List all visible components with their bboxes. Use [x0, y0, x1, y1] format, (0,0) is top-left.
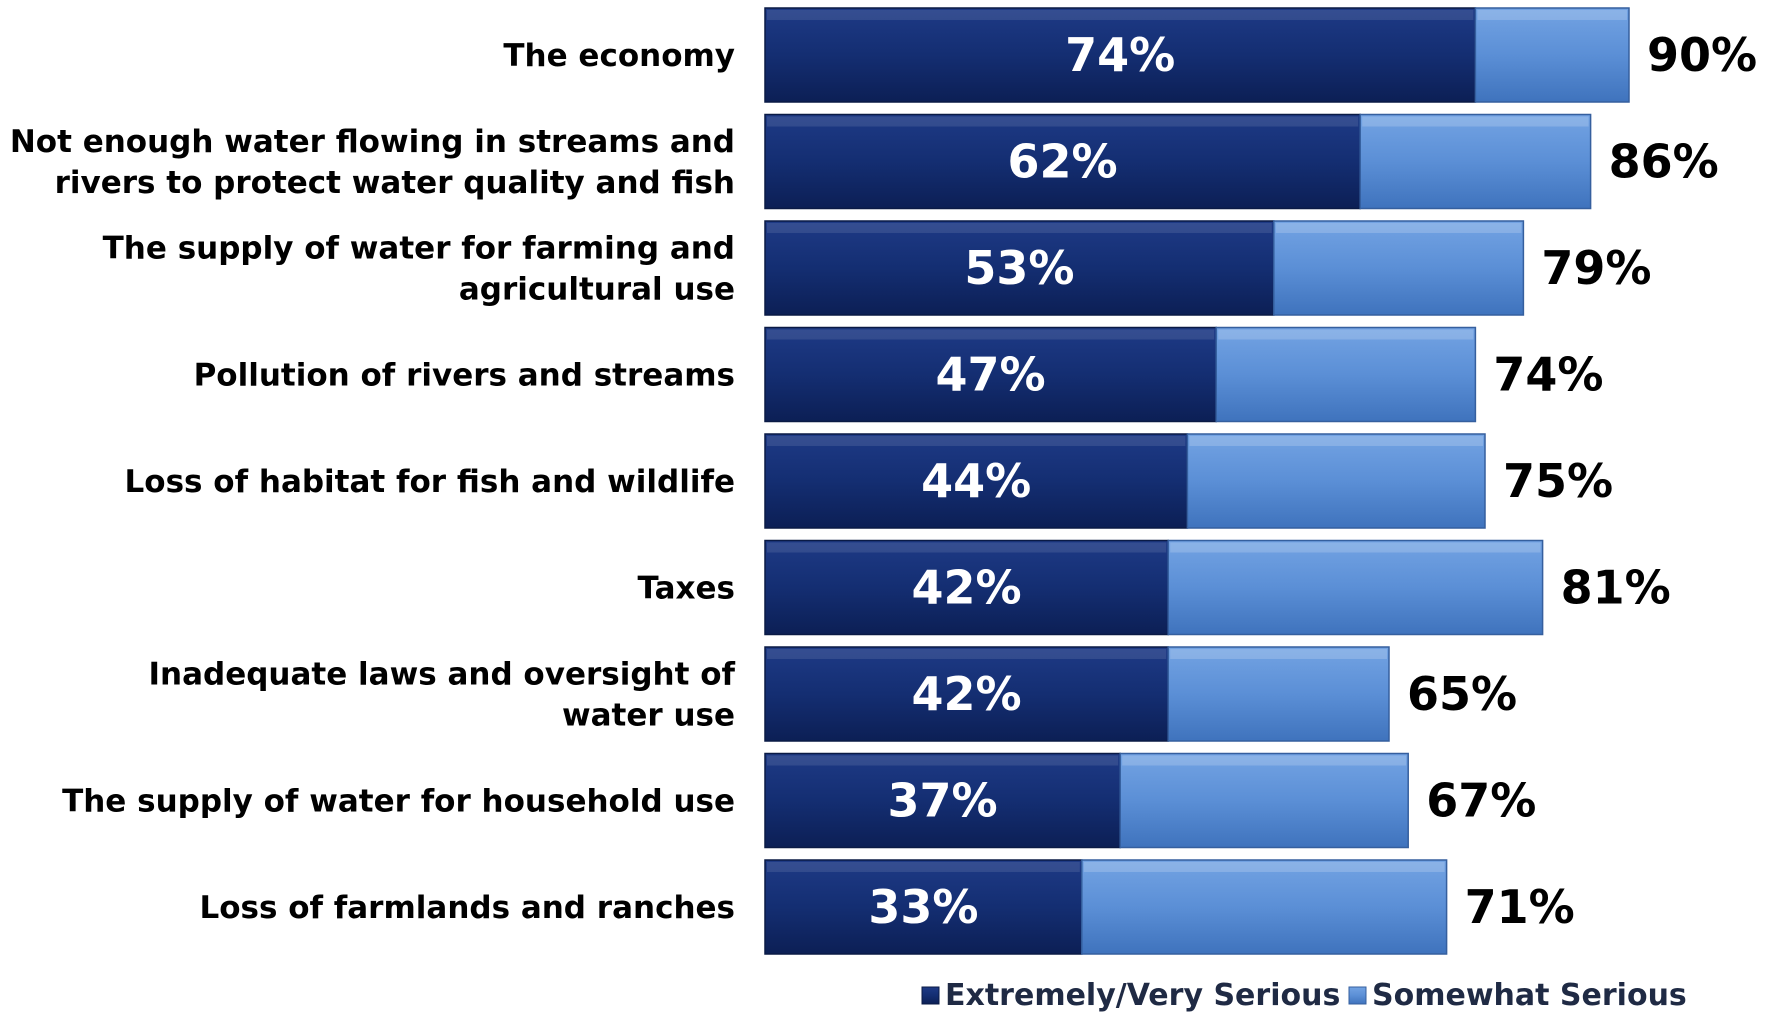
bar-somewhat-serious [1081, 859, 1448, 955]
category-label: The supply of water for farming and [103, 231, 735, 267]
category-label: Not enough water flowing in streams and [10, 124, 735, 160]
bar-somewhat-serious [1273, 220, 1525, 316]
bar-bevel-highlight [767, 862, 1080, 872]
data-label-total: 71% [1465, 880, 1575, 934]
bar-bevel-highlight [1218, 329, 1474, 340]
data-label-total: 67% [1426, 774, 1536, 828]
bar-somewhat-serious [1167, 646, 1390, 742]
data-label-extremely-very-serious: 37% [888, 774, 998, 828]
category-label: agricultural use [459, 272, 735, 308]
bar-bevel-highlight [767, 329, 1215, 340]
data-label-total: 65% [1407, 667, 1517, 721]
data-label-extremely-very-serious: 42% [912, 667, 1022, 721]
data-label-extremely-very-serious: 53% [964, 241, 1074, 295]
data-label-total: 75% [1503, 454, 1613, 508]
data-label-extremely-very-serious: 74% [1065, 28, 1175, 82]
data-label-extremely-very-serious: 42% [912, 561, 1022, 615]
bar-bevel-highlight [767, 542, 1167, 553]
legend: Extremely/Very Serious Somewhat Serious [921, 978, 1687, 1013]
category-label: rivers to protect water quality and fish [55, 165, 735, 201]
category-label: water use [562, 698, 735, 734]
legend-label-somewhat-serious: Somewhat Serious [1372, 978, 1687, 1013]
category-label: The economy [503, 38, 735, 74]
data-label-extremely-very-serious: 44% [921, 454, 1031, 508]
category-label: Pollution of rivers and streams [194, 358, 735, 394]
bar-bevel-highlight [1170, 542, 1541, 553]
bar-bevel-highlight [767, 116, 1359, 127]
category-label: Loss of farmlands and ranches [199, 890, 735, 926]
bar-bevel-highlight [1362, 116, 1589, 127]
data-label-extremely-very-serious: 47% [936, 348, 1046, 402]
bars-layer: The economy 74% 90% Not enough water flowin… [10, 7, 1757, 955]
bar-bevel-highlight [1275, 223, 1522, 233]
category-label: Taxes [637, 571, 735, 607]
bar-somewhat-serious [1359, 113, 1592, 210]
data-label-total: 90% [1647, 28, 1757, 82]
bar-somewhat-serious [1474, 7, 1630, 103]
data-label-extremely-very-serious: 33% [868, 880, 978, 934]
bar-extremely-very-serious [764, 326, 1217, 423]
data-label-total: 79% [1541, 241, 1651, 295]
bar-bevel-highlight [1122, 755, 1407, 766]
bar-bevel-highlight [1189, 436, 1483, 446]
bar-extremely-very-serious [764, 539, 1169, 636]
bar-bevel-highlight [767, 436, 1186, 446]
bar-bevel-highlight [1477, 10, 1627, 20]
bar-extremely-very-serious [764, 646, 1169, 742]
data-label-total: 86% [1609, 135, 1719, 189]
legend-label-extremely-very-serious: Extremely/Very Serious [945, 978, 1340, 1013]
bar-extremely-very-serious [764, 859, 1083, 955]
legend-swatch-somewhat-serious [1348, 986, 1367, 1005]
bar-bevel-highlight [1170, 649, 1387, 659]
bar-extremely-very-serious [764, 113, 1361, 210]
data-label-extremely-very-serious: 62% [1008, 135, 1118, 189]
bar-somewhat-serious [1167, 539, 1544, 636]
bar-somewhat-serious [1119, 752, 1409, 849]
data-label-total: 74% [1493, 348, 1603, 402]
bar-somewhat-serious [1186, 433, 1486, 529]
bar-bevel-highlight [767, 223, 1272, 233]
bar-bevel-highlight [1083, 862, 1445, 872]
bar-bevel-highlight [767, 755, 1119, 766]
bar-extremely-very-serious [764, 433, 1189, 529]
bar-somewhat-serious [1215, 326, 1477, 423]
bar-extremely-very-serious [764, 752, 1121, 849]
bar-bevel-highlight [767, 649, 1167, 659]
bar-bevel-highlight [767, 10, 1474, 20]
bar-extremely-very-serious [764, 220, 1275, 316]
bar-extremely-very-serious [764, 7, 1477, 103]
legend-swatch-extremely-very-serious [921, 986, 940, 1005]
category-label: The supply of water for household use [62, 784, 735, 820]
data-label-total: 81% [1561, 561, 1671, 615]
category-label: Loss of habitat for fish and wildlife [125, 464, 735, 500]
category-label: Inadequate laws and oversight of [148, 657, 735, 693]
